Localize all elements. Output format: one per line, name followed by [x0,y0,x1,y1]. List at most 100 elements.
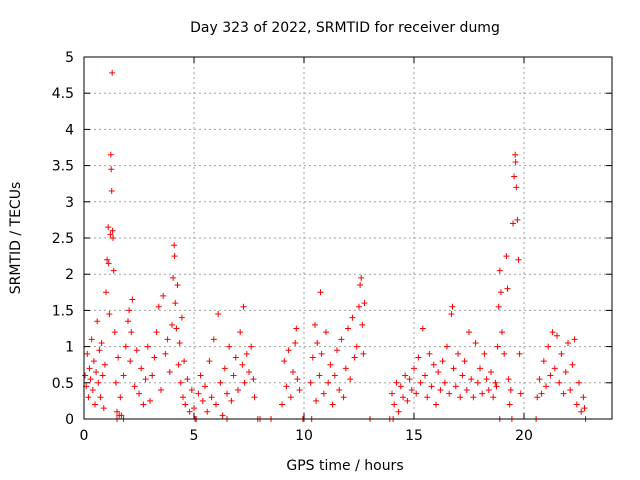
data-point [468,376,475,383]
data-point [100,405,107,412]
data-point [166,368,173,375]
data-point [327,361,334,368]
data-point [246,368,252,375]
data-point [358,274,365,281]
data-point [404,397,411,404]
data-point [497,289,504,296]
data-point [540,358,547,365]
data-point [181,358,188,365]
data-point [314,339,321,346]
data-point [243,350,250,357]
data-point [197,372,204,379]
data-point [293,325,300,332]
data-point [406,376,413,383]
data-point [155,303,162,310]
data-point [219,412,226,419]
data-point [446,390,453,397]
data-point [496,267,503,274]
data-point [151,354,158,361]
data-point [345,325,351,332]
data-point [479,390,486,397]
data-point [499,329,505,336]
data-point [105,224,112,231]
data-point [349,314,356,321]
data-point [195,390,202,397]
data-point [86,365,93,372]
data-point [109,227,116,234]
y-tick-label: 4 [65,122,74,138]
data-point [153,329,160,336]
data-point [221,365,228,372]
data-point [422,372,428,379]
data-point [325,379,332,386]
data-point [338,336,345,343]
data-point [492,379,499,386]
data-point [101,361,108,368]
data-point [452,383,459,390]
x-axis-label: GPS time / hours [286,458,403,474]
data-point [164,336,171,343]
data-point [485,387,492,394]
y-tick-label: 0 [65,412,74,428]
data-point [224,390,230,397]
data-point [115,354,122,361]
data-point [122,343,129,350]
data-point [477,365,483,372]
data-point [109,69,116,76]
data-point [353,343,360,350]
data-point [239,361,246,368]
data-point [554,332,560,339]
data-point [232,354,239,361]
data-point [439,358,446,365]
data-point [397,383,404,390]
data-point [457,394,464,401]
data-point [160,292,167,299]
data-point [92,401,98,408]
data-point [512,158,519,165]
data-point [281,358,288,365]
data-point [215,311,222,318]
data-point [142,376,149,383]
data-point [251,394,258,401]
data-point [360,350,367,357]
data-point [235,387,241,394]
data-point [175,361,182,368]
data-point [459,372,466,379]
data-point [84,350,91,357]
data-point [202,383,208,390]
data-point [512,151,519,158]
data-point [99,372,106,379]
data-point [136,390,142,397]
data-point [126,307,133,314]
data-point [576,379,582,386]
data-point [517,390,524,397]
data-point [481,350,488,357]
data-point [318,350,325,357]
data-point [186,408,193,415]
data-point [474,379,481,386]
data-point [351,354,358,361]
data-point [534,394,541,401]
data-point [90,358,97,365]
data-point [580,394,587,401]
data-point [567,387,574,394]
data-point [248,343,255,350]
data-point [494,343,501,350]
data-point [433,401,439,408]
y-tick-label: 1 [65,340,74,356]
data-point [424,394,431,401]
data-point [230,372,237,379]
data-point [125,318,131,325]
data-point [581,405,588,412]
data-point [356,303,362,310]
data-point [199,397,206,404]
data-point [543,383,549,390]
data-point [114,408,120,415]
data-point [93,368,100,375]
data-point [393,379,400,386]
data-point [158,387,164,394]
data-point [483,376,490,383]
data-point [415,354,422,361]
data-point [162,350,169,357]
